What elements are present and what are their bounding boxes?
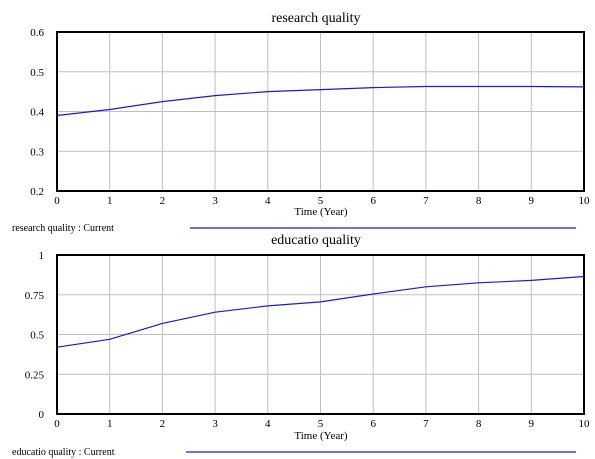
x-tick-label: 3	[212, 418, 218, 430]
chart-educatio-quality: educatio quality 0 1 2 3 4 5 6 7 8 9 10 0 0.25 0.5 0.…	[12, 233, 590, 458]
y-tick-label: 0.4	[30, 107, 44, 119]
y-tick-labels: 0.2 0.3 0.4 0.5 0.6	[30, 27, 44, 198]
y-tick-labels: 0 0.25 0.5 0.75 1	[25, 250, 45, 421]
x-tick-label: 10	[579, 418, 591, 430]
series-line-educatio-quality	[56, 275, 585, 348]
y-tick-label: 0.5	[30, 67, 44, 79]
y-tick-label: 1	[39, 250, 45, 262]
x-tick-label: 6	[370, 418, 376, 430]
y-tick-label: 0.3	[30, 146, 44, 158]
x-tick-label: 6	[370, 195, 376, 207]
x-tick-label: 4	[265, 195, 271, 207]
x-tick-label: 7	[423, 418, 429, 430]
x-tick-label: 0	[54, 195, 60, 207]
grid	[57, 32, 584, 191]
x-tick-label: 9	[529, 418, 535, 430]
x-tick-label: 10	[579, 195, 591, 207]
chart-title: research quality	[271, 11, 360, 26]
x-tick-labels: 0 1 2 3 4 5 6 7 8 9 10	[54, 195, 590, 207]
x-tick-label: 8	[476, 195, 482, 207]
plot-frame	[56, 254, 585, 415]
y-tick-label: 0.25	[25, 369, 45, 381]
x-tick-label: 5	[318, 418, 324, 430]
x-tick-label: 1	[107, 418, 113, 430]
legend-label: educatio quality : Current	[12, 447, 115, 458]
y-tick-label: 0	[39, 409, 45, 421]
series-line-research-quality	[56, 85, 585, 117]
plot-frame	[56, 31, 585, 192]
x-tick-label: 4	[265, 418, 271, 430]
x-tick-label: 7	[423, 195, 429, 207]
x-tick-label: 2	[160, 195, 166, 207]
x-tick-label: 8	[476, 418, 482, 430]
x-axis-label: Time (Year)	[294, 430, 348, 442]
x-tick-label: 9	[529, 195, 535, 207]
x-tick-labels: 0 1 2 3 4 5 6 7 8 9 10	[54, 418, 590, 430]
x-tick-label: 1	[107, 195, 113, 207]
y-tick-label: 0.6	[30, 27, 44, 39]
x-tick-label: 2	[160, 418, 166, 430]
y-tick-label: 0.5	[30, 330, 44, 342]
chart-research-quality: research quality 0 1 2 3 4 5 6 7 8 9 10 0.20.30.40…	[12, 11, 590, 234]
x-tick-label: 5	[318, 195, 324, 207]
grid	[57, 255, 584, 414]
x-tick-label: 0	[54, 418, 60, 430]
x-tick-label: 3	[212, 195, 218, 207]
chart-title: educatio quality	[271, 233, 361, 248]
x-axis-label: Time (Year)	[294, 206, 348, 218]
y-tick-label: 0.75	[25, 290, 45, 302]
legend-label: research quality : Current	[12, 223, 114, 234]
y-tick-label: 0.2	[30, 186, 44, 198]
